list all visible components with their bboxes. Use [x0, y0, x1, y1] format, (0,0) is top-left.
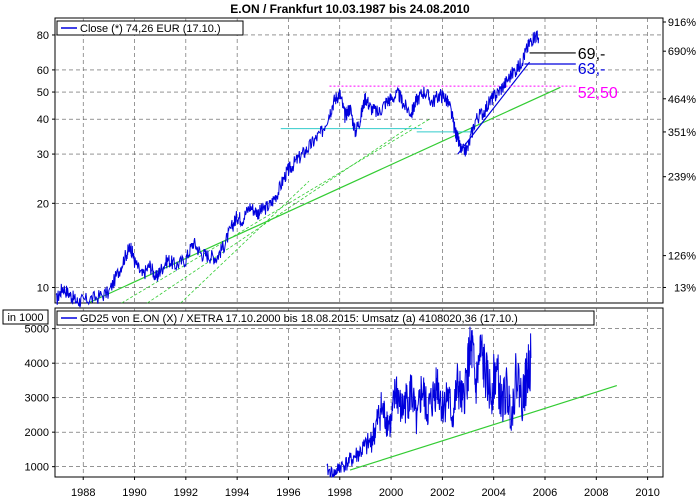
x-tick-label: 2006: [533, 487, 557, 499]
price-y-tick-label: 30: [37, 149, 49, 161]
volume-y-tick-label: 5000: [25, 324, 49, 336]
x-tick-label: 2008: [584, 487, 608, 499]
volume-legend: GD25 von E.ON (X) / XETRA 17.10.2000 bis…: [56, 310, 595, 326]
volume-unit-box: [2, 309, 49, 325]
x-tick-label: 1988: [71, 487, 95, 499]
price-level-label: 52,50: [578, 85, 618, 102]
volume-panel: 1000 2000 3000 4000 5000 in 1000 GD25 von E.…: [2, 307, 664, 478]
price-y-tick-label: 10: [37, 282, 49, 294]
volume-y-axis: 1000 2000 3000 4000 5000: [25, 324, 55, 474]
x-tick-label: 2000: [379, 487, 403, 499]
price-right-tick-label: 916%: [668, 17, 696, 29]
x-tick-label: 1994: [225, 487, 249, 499]
volume-y-tick-label: 1000: [25, 462, 49, 474]
x-axis: 1988 1990 1992 1994 1996 1998 2000 2002 2004 2006…: [71, 477, 660, 499]
price-legend: Close (*) 74,26 EUR (17.10.): [56, 20, 244, 36]
x-tick-label: 1998: [328, 487, 352, 499]
price-right-tick-label: 690%: [668, 46, 696, 58]
volume-plot-frame: [54, 307, 664, 478]
price-y-tick-label: 20: [37, 198, 49, 210]
price-right-tick-label: 351%: [668, 127, 696, 139]
price-y-tick-label: 50: [37, 87, 49, 99]
volume-unit-label: in 1000: [7, 312, 43, 324]
price-panel: 10 20 30 40 50 60 80 916% 690% 464% 351% 239% 126% 1…: [37, 17, 696, 308]
x-tick-label: 1996: [276, 487, 300, 499]
price-level-labels: 69,-63,- 52,50: [578, 46, 618, 102]
price-line: [55, 30, 540, 308]
volume-legend-box: [56, 310, 595, 326]
volume-y-tick-label: 4000: [25, 358, 49, 370]
price-y-tick-label: 40: [37, 114, 49, 126]
x-tick-label: 1990: [122, 487, 146, 499]
price-y-axis-right: 916% 690% 464% 351% 239% 126% 13%: [663, 17, 696, 294]
volume-legend-label: GD25 von E.ON (X) / XETRA 17.10.2000 bis…: [80, 313, 518, 325]
price-trendline: [147, 125, 412, 304]
volume-trendlines: [349, 385, 618, 471]
price-y-axis-left: 10 20 30 40 50 60 80: [37, 30, 55, 294]
price-right-tick-label: 126%: [668, 251, 696, 263]
price-legend-box: [56, 20, 244, 36]
price-right-tick-label: 13%: [674, 282, 696, 294]
price-y-tick-label: 80: [37, 30, 49, 42]
volume-y-tick-label: 3000: [25, 393, 49, 405]
x-tick-label: 2002: [430, 487, 454, 499]
x-tick-label: 1992: [174, 487, 198, 499]
price-level-label: 63,-: [578, 61, 606, 78]
price-y-tick-label: 60: [37, 65, 49, 77]
price-legend-label: Close (*) 74,26 EUR (17.10.): [80, 23, 221, 35]
volume-y-tick-label: 2000: [25, 427, 49, 439]
volume-line: [326, 326, 532, 478]
price-right-tick-label: 239%: [668, 172, 696, 184]
volume-trendline: [349, 385, 618, 471]
price-level-lines: [329, 52, 576, 87]
volume-grid: [55, 308, 663, 477]
price-trendline: [180, 180, 310, 304]
price-grid: [55, 18, 663, 303]
price-series: [55, 30, 540, 308]
chart-title: E.ON / Frankfurt 10.03.1987 bis 24.08.20…: [230, 2, 470, 16]
volume-series: [326, 326, 532, 478]
volume-unit-label-group: in 1000: [2, 309, 49, 325]
price-right-tick-label: 464%: [668, 94, 696, 106]
x-tick-label: 2004: [481, 487, 505, 499]
price-level-label: 69,-: [578, 46, 606, 63]
x-tick-label: 2010: [635, 487, 659, 499]
